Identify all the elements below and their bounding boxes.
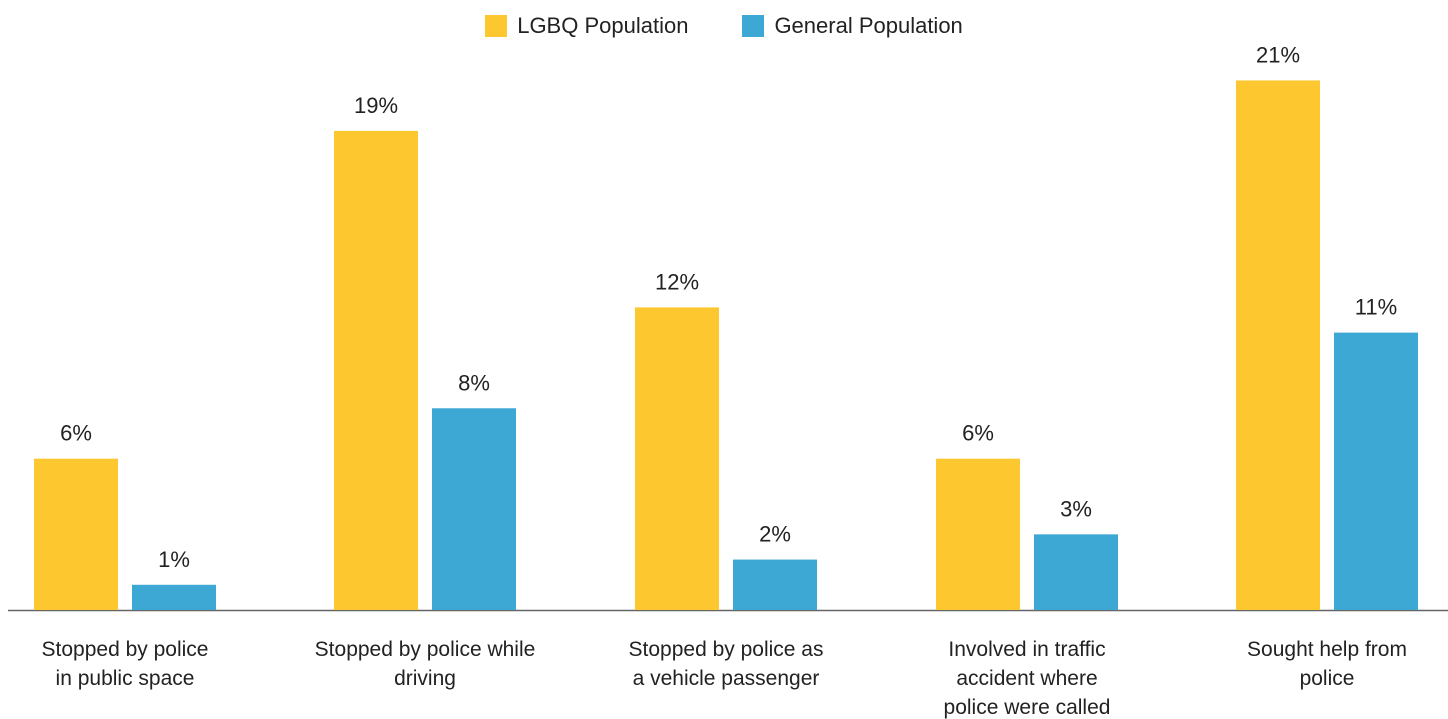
category-label-line: Stopped by police [42,638,209,661]
bar-general-2 [733,559,817,610]
category-label-0: Stopped by police in public space [42,638,209,690]
bar-lgbq-0 [34,458,118,610]
bar-general-0 [132,584,216,610]
legend-label-general: General Population [774,13,963,38]
category-label-4: Sought help from police [1247,638,1407,690]
legend-item-lgbq: LGBQ Population [485,13,688,39]
bar-lgbq-4 [1236,80,1320,610]
data-label-lgbq-4: 21% [1256,42,1300,67]
bar-lgbq-2 [635,307,719,610]
bar-general-1 [432,408,516,610]
legend-item-general: General Population [742,13,963,39]
data-label-lgbq-1: 19% [354,93,398,118]
category-label-3: Involved in traffic accident where police … [944,638,1111,719]
legend-label-lgbq: LGBQ Population [517,13,689,38]
data-label-general-3: 3% [1060,496,1092,521]
category-label-line: Involved in traffic [948,638,1105,661]
legend-swatch-lgbq [485,15,508,37]
category-label-line: Stopped by police as [629,638,824,661]
bar-lgbq-1 [334,130,418,610]
category-label-1: Stopped by police while driving [315,638,536,690]
category-label-line: police were called [944,696,1111,719]
category-label-line: Stopped by police while [315,638,536,661]
data-label-general-4: 11% [1355,295,1397,320]
category-label-line: a vehicle passenger [633,667,820,690]
category-label-2: Stopped by police as a vehicle passenger [629,638,824,690]
data-label-general-1: 8% [458,370,490,395]
category-label-line: accident where [956,667,1097,690]
category-label-line: police [1300,667,1355,690]
category-label-line: driving [394,667,456,690]
legend: LGBQ Population General Population [0,10,1448,42]
bar-general-4 [1334,332,1418,610]
data-label-lgbq-3: 6% [962,421,994,446]
category-label-line: in public space [56,667,195,690]
data-label-lgbq-2: 12% [655,269,699,294]
bar-lgbq-3 [936,458,1020,610]
data-label-lgbq-0: 6% [60,421,92,446]
data-label-general-0: 1% [158,547,190,572]
data-label-general-2: 2% [759,522,791,547]
legend-swatch-general [742,15,765,37]
bar-general-3 [1034,534,1118,610]
category-label-line: Sought help from [1247,638,1407,661]
